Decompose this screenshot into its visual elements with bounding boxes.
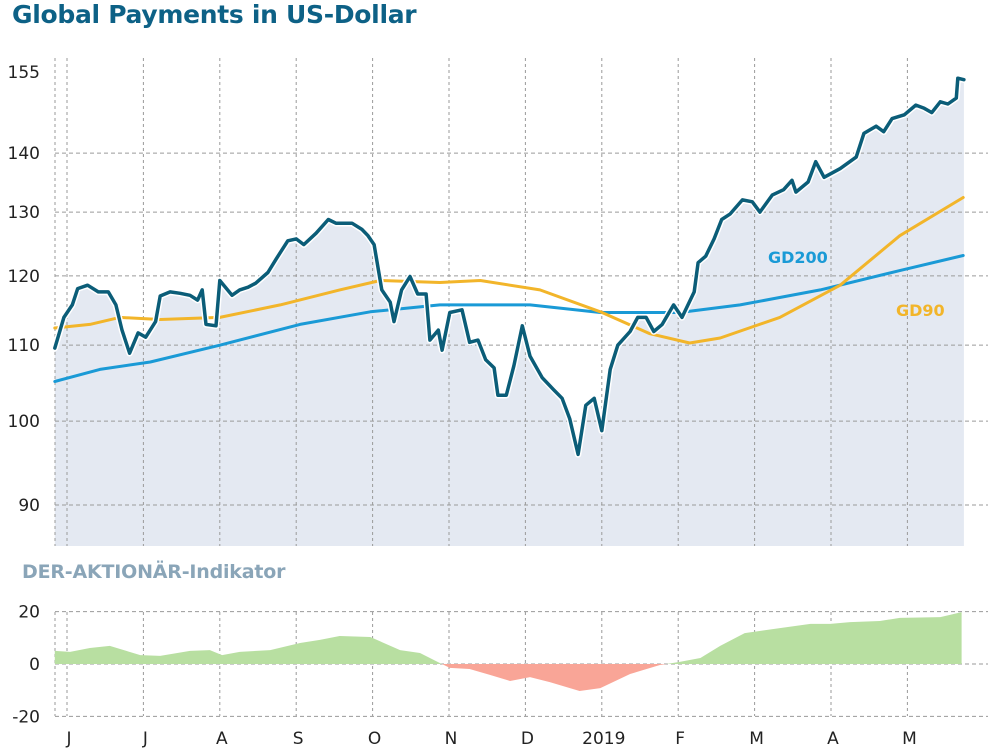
y-tick-label: 110 (8, 336, 40, 356)
x-tick-label: M (902, 729, 917, 749)
indicator-y-tick-label: -20 (12, 707, 40, 727)
x-tick-label: A (216, 729, 228, 749)
gd90-line (53, 196, 965, 345)
y-tick-label: 140 (8, 144, 40, 164)
y-tick-label: 120 (8, 267, 40, 287)
indicator-title: DER-AKTIONÄR-Indikator (22, 561, 286, 583)
gd200-line (53, 254, 965, 383)
gd90-label: GD90 (896, 301, 945, 320)
x-tick-label: J (142, 729, 148, 749)
x-tick-label: A (827, 729, 839, 749)
x-tick-label: N (445, 729, 458, 749)
y-tick-label: 100 (8, 412, 40, 432)
indicator-y-tick-label: 0 (29, 655, 40, 675)
price-area (54, 78, 964, 546)
indicator-y-tick-label: 20 (18, 603, 40, 623)
x-tick-label: D (521, 729, 534, 749)
x-tick-label: 2019 (582, 729, 625, 749)
x-tick-label: O (368, 729, 381, 749)
indicator-positive-area (54, 636, 442, 664)
y-tick-label: 130 (8, 203, 40, 223)
x-tick-label: F (675, 729, 685, 749)
y-tick-label: 90 (18, 496, 40, 516)
indicator-positive-area (666, 612, 962, 664)
y-tick-label: 155 (8, 63, 40, 83)
indicator-negative-area (441, 664, 667, 691)
x-tick-label: M (749, 729, 764, 749)
x-tick-label: J (65, 729, 71, 749)
chart-title: Global Payments in US-Dollar (12, 0, 417, 29)
x-tick-label: S (293, 729, 304, 749)
gd200-label: GD200 (768, 248, 828, 267)
